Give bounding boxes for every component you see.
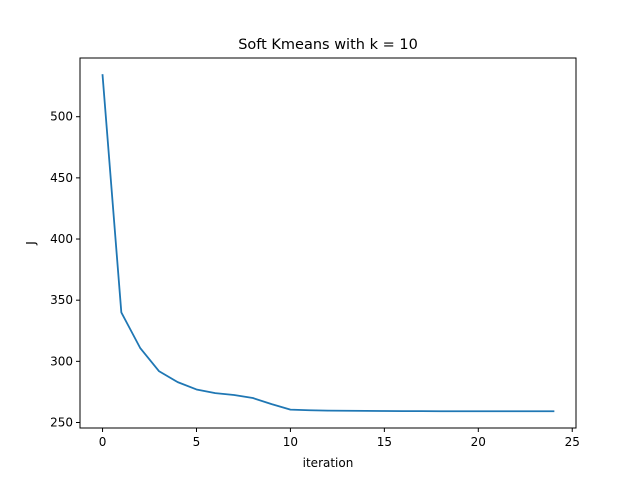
chart-title: Soft Kmeans with k = 10 bbox=[238, 37, 418, 53]
y-tick-label: 500 bbox=[50, 110, 73, 124]
y-tick-label: 350 bbox=[50, 293, 73, 307]
x-tick-label: 20 bbox=[471, 435, 486, 449]
y-axis-label: J bbox=[24, 241, 38, 246]
y-tick-label: 300 bbox=[50, 354, 73, 368]
plot-frame bbox=[79, 57, 577, 429]
y-tick-label: 250 bbox=[50, 415, 73, 429]
y-tick-label: 450 bbox=[50, 171, 73, 185]
x-tick-label: 10 bbox=[283, 435, 298, 449]
x-tick-label: 5 bbox=[193, 435, 201, 449]
y-tick-label: 400 bbox=[50, 232, 73, 246]
x-axis-label: iteration bbox=[303, 456, 354, 470]
series-line bbox=[101, 74, 555, 413]
plot-area bbox=[80, 58, 576, 428]
y-axis: 250 300 350 400 450 500 bbox=[50, 110, 80, 429]
x-tick-label: 15 bbox=[377, 435, 392, 449]
x-axis: 0 5 10 15 20 25 bbox=[99, 428, 580, 449]
x-tick-label: 25 bbox=[565, 435, 580, 449]
x-tick-label: 0 bbox=[99, 435, 107, 449]
